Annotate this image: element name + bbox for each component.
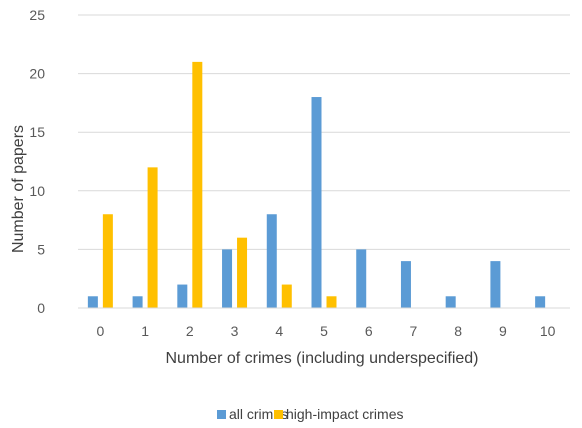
y-tick-label: 5 — [37, 241, 45, 257]
y-axis-ticks: 0 5 10 15 20 25 — [29, 7, 45, 316]
x-tick-label: 9 — [499, 323, 507, 339]
bar-all-crimes — [266, 214, 277, 308]
bar-all-crimes — [490, 261, 501, 308]
bar-all-crimes — [132, 296, 143, 308]
x-axis-ticks: 0 1 2 3 4 5 6 7 8 9 10 — [96, 323, 555, 339]
x-tick-label: 8 — [454, 323, 462, 339]
y-tick-label: 25 — [29, 7, 45, 23]
bar-high-impact-crimes — [147, 167, 158, 308]
x-tick-label: 4 — [275, 323, 283, 339]
x-tick-label: 2 — [186, 323, 194, 339]
y-axis-title: Number of papers — [10, 125, 27, 253]
bar-high-impact-crimes — [281, 284, 292, 308]
bar-all-crimes — [87, 296, 98, 308]
bar-all-crimes — [445, 296, 456, 308]
x-axis-title: Number of crimes (including underspecifi… — [165, 350, 478, 367]
x-tick-label: 0 — [96, 323, 104, 339]
bar-all-crimes — [222, 249, 233, 308]
bar-all-crimes — [177, 284, 188, 308]
bar-all-crimes — [400, 261, 411, 308]
x-tick-label: 3 — [231, 323, 239, 339]
y-tick-label: 20 — [29, 66, 45, 82]
y-tick-label: 15 — [29, 124, 45, 140]
y-tick-label: 10 — [29, 183, 45, 199]
x-tick-label: 1 — [141, 323, 149, 339]
bar-high-impact-crimes — [192, 61, 203, 308]
bar-high-impact-crimes — [237, 237, 248, 308]
bars — [87, 61, 546, 308]
gridlines — [78, 14, 570, 250]
bar-all-crimes — [356, 249, 367, 308]
legend-label: high-impact crimes — [286, 406, 403, 422]
x-tick-label: 7 — [410, 323, 418, 339]
bar-all-crimes — [535, 296, 546, 308]
bar-high-impact-crimes — [326, 296, 337, 308]
legend-swatch — [217, 410, 226, 419]
x-tick-label: 6 — [365, 323, 373, 339]
bar-high-impact-crimes — [102, 214, 113, 308]
legend-label: all crimes — [229, 406, 288, 422]
bar-all-crimes — [311, 97, 322, 308]
legend-swatch — [274, 410, 283, 419]
y-tick-label: 0 — [37, 300, 45, 316]
x-tick-label: 10 — [540, 323, 556, 339]
x-tick-label: 5 — [320, 323, 328, 339]
